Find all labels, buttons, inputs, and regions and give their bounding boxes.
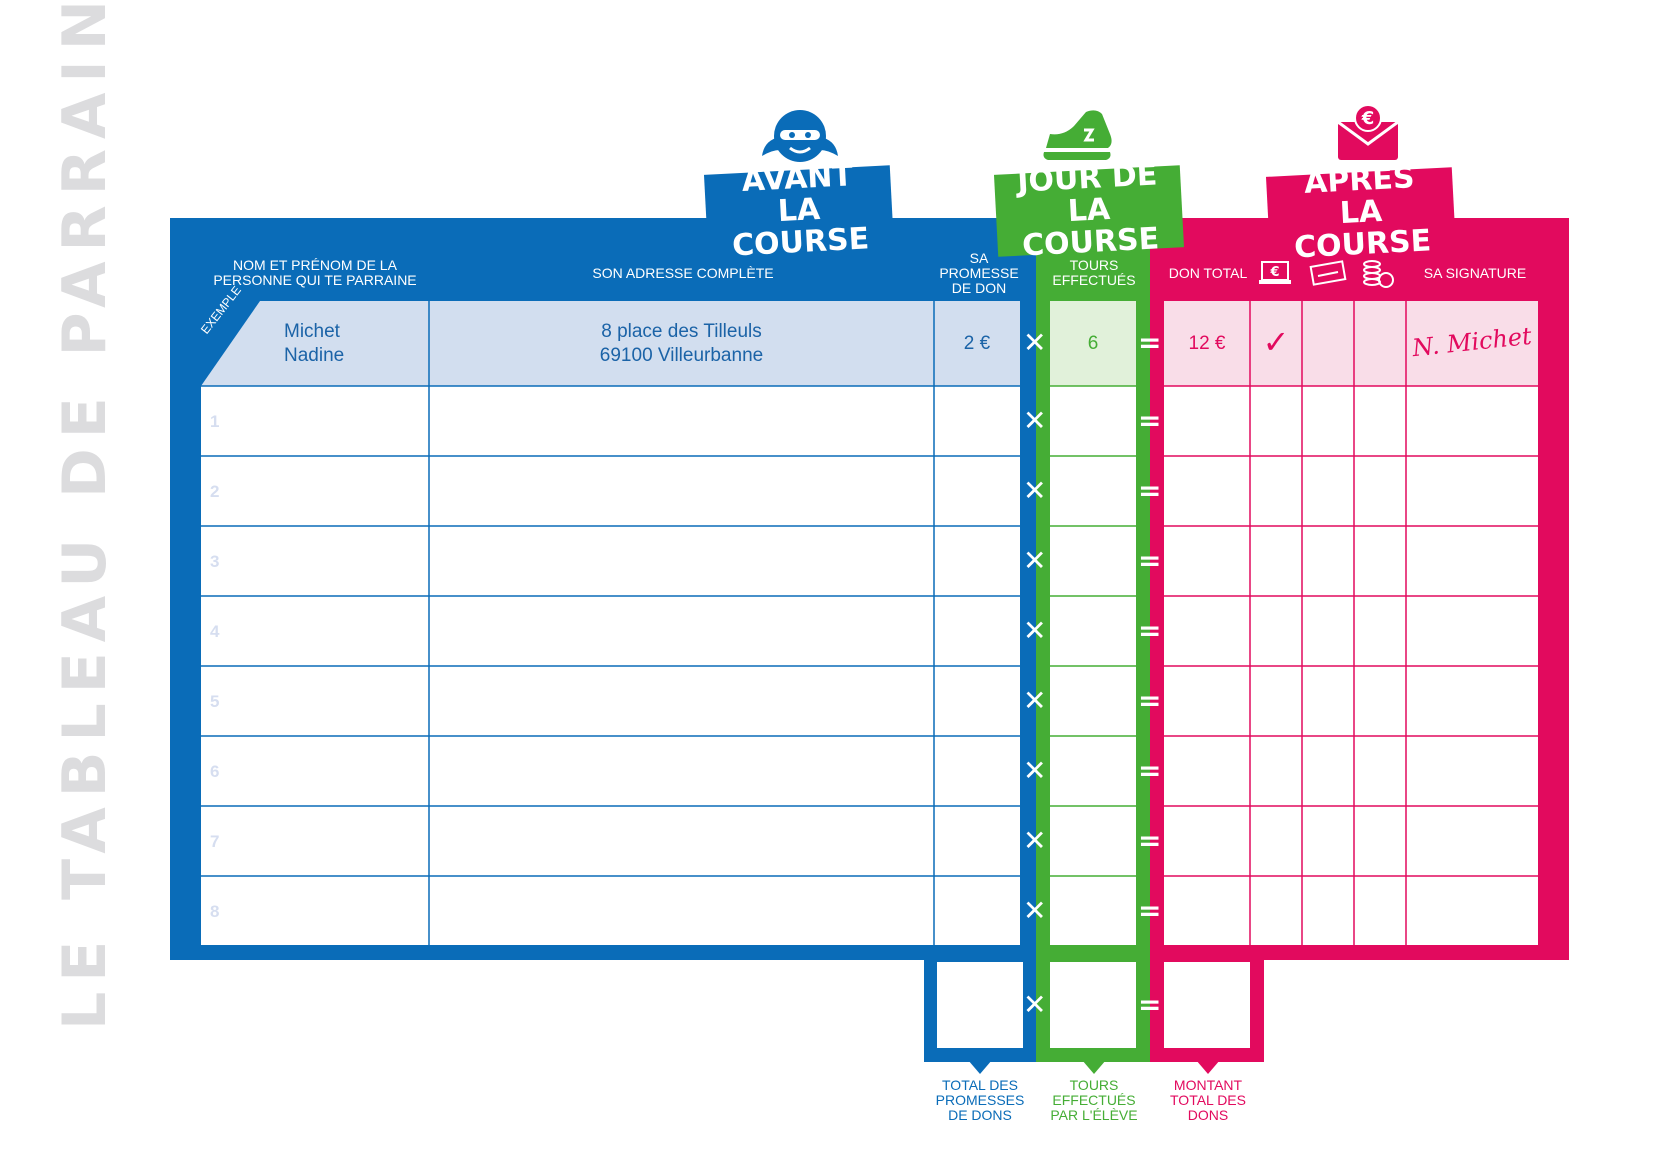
equals-sign: = xyxy=(1138,404,1162,437)
equals-sign: = xyxy=(1138,894,1162,927)
row-number: 6 xyxy=(210,762,220,781)
example-row-blue xyxy=(201,301,1020,386)
blue-table-area xyxy=(201,301,1020,945)
footer-tours-eleve: TOURS EFFECTUÉS PAR L'ÉLÈVE xyxy=(1050,1077,1138,1123)
header-nom: NOM ET PRÉNOM DE LA PERSONNE QUI TE PARRA… xyxy=(213,257,417,288)
example-nom: Michet Nadine xyxy=(284,321,345,366)
equals-sign: = xyxy=(1138,614,1162,647)
row-number: 4 xyxy=(210,622,220,641)
header-tours: TOURS EFFECTUÉS xyxy=(1052,257,1136,288)
total-montant-box[interactable] xyxy=(1164,962,1250,1048)
header-signature: SA SIGNATURE xyxy=(1423,265,1527,281)
row-number: 5 xyxy=(210,692,220,711)
total-promesses-box[interactable] xyxy=(937,962,1023,1048)
equals-sign: = xyxy=(1138,326,1162,359)
multiply-sign: ✕ xyxy=(1023,824,1047,857)
student-face-icon xyxy=(762,110,838,162)
multiply-sign: ✕ xyxy=(1023,404,1047,437)
multiply-sign: ✕ xyxy=(1023,684,1047,717)
euro-envelope-icon: € xyxy=(1337,104,1399,160)
example-tours: 6 xyxy=(1087,333,1099,354)
multiply-sign: ✕ xyxy=(1023,754,1047,787)
header-don-total: DON TOTAL xyxy=(1168,265,1248,281)
pink-table-area xyxy=(1164,301,1538,945)
multiply-sign: ✕ xyxy=(1023,474,1047,507)
example-check: ✓ xyxy=(1262,323,1290,361)
cheque-icon xyxy=(1309,260,1347,286)
svg-text:€: € xyxy=(1269,265,1279,280)
multiply-sign: ✕ xyxy=(1023,894,1047,927)
row-number: 2 xyxy=(210,482,220,501)
svg-text:€: € xyxy=(1361,108,1375,129)
total-tours-box[interactable] xyxy=(1050,962,1136,1048)
multiply-sign: ✕ xyxy=(1023,988,1047,1021)
footer-total-promesses: TOTAL DES PROMESSES DE DONS xyxy=(935,1077,1025,1123)
multiply-sign: ✕ xyxy=(1023,614,1047,647)
sneaker-icon xyxy=(1043,110,1112,160)
example-row-green xyxy=(1050,301,1136,386)
example-adresse: 8 place des Tilleuls 69100 Villeurbanne xyxy=(599,321,764,366)
example-don-total: 12 € xyxy=(1188,333,1226,354)
header-adresse: SON ADRESSE COMPLÈTE xyxy=(592,265,774,281)
row-number: 7 xyxy=(210,832,220,851)
green-table-area xyxy=(1050,301,1136,945)
footer-montant-total: MONTANT TOTAL DES DONS xyxy=(1170,1077,1246,1123)
equals-sign: = xyxy=(1138,824,1162,857)
header-promesse: SA PROMESSE DE DON xyxy=(939,250,1019,296)
example-row-pink xyxy=(1164,301,1538,386)
equals-sign: = xyxy=(1138,544,1162,577)
multiply-sign: ✕ xyxy=(1023,544,1047,577)
equals-sign: = xyxy=(1138,988,1162,1021)
equals-sign: = xyxy=(1138,474,1162,507)
row-number: 8 xyxy=(210,902,220,921)
row-number: 3 xyxy=(210,552,220,571)
row-number: 1 xyxy=(210,412,220,431)
online-payment-icon: € xyxy=(1259,261,1291,284)
multiply-sign: ✕ xyxy=(1023,326,1047,359)
equals-sign: = xyxy=(1138,754,1162,787)
example-promesse: 2 € xyxy=(963,333,991,354)
coins-icon xyxy=(1363,260,1394,288)
equals-sign: = xyxy=(1138,684,1162,717)
